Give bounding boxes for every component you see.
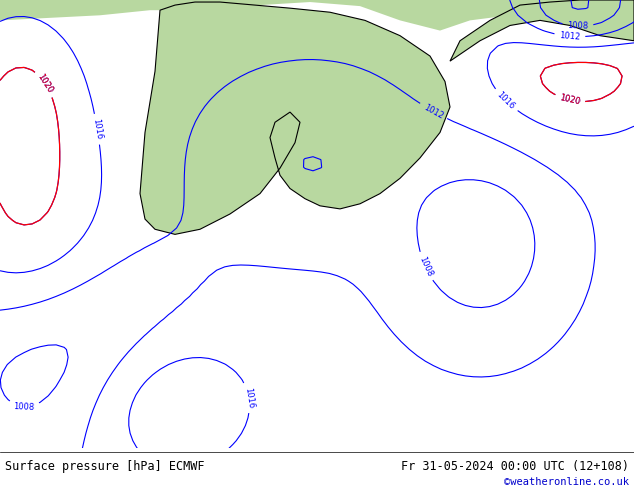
Text: 1016: 1016 (243, 387, 255, 409)
Text: 1020: 1020 (36, 73, 55, 95)
Text: 1016: 1016 (91, 118, 103, 140)
Text: ©weatheronline.co.uk: ©weatheronline.co.uk (504, 477, 629, 487)
Text: 1012: 1012 (559, 31, 581, 42)
Text: 1008: 1008 (567, 21, 588, 31)
Polygon shape (140, 2, 450, 234)
Polygon shape (0, 0, 634, 30)
Text: 1012: 1012 (422, 102, 444, 121)
Text: 1020: 1020 (36, 73, 55, 95)
Polygon shape (450, 0, 634, 61)
Text: 1020: 1020 (559, 94, 581, 107)
Text: 1020: 1020 (559, 94, 581, 107)
Text: Surface pressure [hPa] ECMWF: Surface pressure [hPa] ECMWF (5, 460, 205, 473)
Text: Fr 31-05-2024 00:00 UTC (12+108): Fr 31-05-2024 00:00 UTC (12+108) (401, 460, 629, 473)
Text: 1008: 1008 (13, 402, 35, 412)
Text: 1016: 1016 (495, 90, 516, 111)
Text: 1008: 1008 (417, 255, 434, 278)
